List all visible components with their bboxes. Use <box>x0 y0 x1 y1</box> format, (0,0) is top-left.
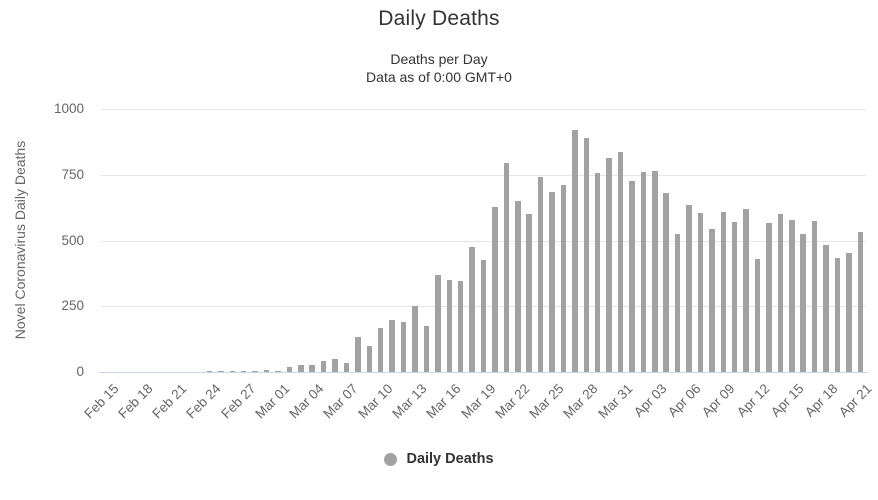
bar-apr-11[interactable] <box>743 209 749 372</box>
bar-apr-16[interactable] <box>800 233 806 372</box>
bar-apr-03[interactable] <box>652 170 658 372</box>
y-tick-label-1000: 1000 <box>53 101 84 116</box>
bar-mar-11[interactable] <box>389 320 395 372</box>
bar-mar-29[interactable] <box>594 173 601 372</box>
legend-item-daily-deaths[interactable]: Daily Deaths <box>0 451 878 467</box>
bar-apr-19[interactable] <box>834 258 841 372</box>
bar-apr-09[interactable] <box>720 211 727 372</box>
bar-feb-28[interactable] <box>252 370 258 372</box>
bar-mar-28[interactable] <box>583 138 589 372</box>
bar-mar-05[interactable] <box>320 361 327 372</box>
bar-apr-08[interactable] <box>709 229 715 372</box>
bar-mar-01[interactable] <box>275 370 281 372</box>
bar-apr-06[interactable] <box>686 204 692 372</box>
bar-apr-14[interactable] <box>777 213 784 372</box>
bar-apr-01[interactable] <box>629 180 635 372</box>
legend-marker-icon <box>384 452 398 466</box>
bar-mar-04[interactable] <box>309 364 315 372</box>
bar-mar-13[interactable] <box>412 306 418 372</box>
bar-mar-19[interactable] <box>480 259 487 372</box>
bar-apr-04[interactable] <box>663 192 669 372</box>
y-tick-label-0: 0 <box>76 364 84 379</box>
gridline-750 <box>101 174 866 176</box>
bar-mar-23[interactable] <box>526 213 532 372</box>
bar-feb-27[interactable] <box>240 370 247 372</box>
bar-mar-20[interactable] <box>492 207 498 372</box>
bar-feb-26[interactable] <box>229 371 236 372</box>
bar-mar-09[interactable] <box>366 346 373 372</box>
bar-mar-16[interactable] <box>446 280 452 372</box>
bar-mar-17[interactable] <box>457 281 464 372</box>
bar-mar-15[interactable] <box>435 275 441 372</box>
bar-mar-31[interactable] <box>617 151 624 372</box>
bar-mar-27[interactable] <box>572 130 578 372</box>
bar-mar-08[interactable] <box>355 337 361 372</box>
bar-mar-18[interactable] <box>469 247 475 372</box>
bar-mar-14[interactable] <box>423 325 430 372</box>
chart-subtitle: Deaths per Day Data as of 0:00 GMT+0 <box>0 50 878 86</box>
y-tick-label-500: 500 <box>61 232 84 248</box>
bar-mar-12[interactable] <box>400 322 407 372</box>
bar-mar-03[interactable] <box>298 364 304 372</box>
bar-mar-22[interactable] <box>515 200 521 372</box>
bar-mar-24[interactable] <box>537 176 544 372</box>
bar-mar-30[interactable] <box>606 158 612 372</box>
bar-apr-18[interactable] <box>823 245 829 372</box>
y-tick-label-250: 250 <box>61 298 84 314</box>
bar-apr-07[interactable] <box>697 213 704 372</box>
chart-title: Daily Deaths <box>378 7 500 30</box>
bar-apr-15[interactable] <box>789 219 795 372</box>
x-axis-line <box>99 372 868 373</box>
bar-mar-06[interactable] <box>332 359 338 372</box>
gridline-500 <box>101 240 866 242</box>
bar-mar-25[interactable] <box>549 192 555 372</box>
gridline-1000 <box>101 109 866 110</box>
chart-subtitle-line2: Data as of 0:00 GMT+0 <box>366 69 512 85</box>
bar-mar-21[interactable] <box>503 163 510 372</box>
bar-apr-21[interactable] <box>857 231 864 372</box>
y-tick-label-750: 750 <box>61 166 84 182</box>
bar-feb-25[interactable] <box>218 371 224 372</box>
bar-mar-26[interactable] <box>560 184 567 372</box>
chart-subtitle-line1: Deaths per Day <box>390 51 488 67</box>
bar-feb-29[interactable] <box>263 369 270 372</box>
bar-mar-07[interactable] <box>343 362 350 372</box>
bar-apr-02[interactable] <box>640 172 647 372</box>
bar-feb-24[interactable] <box>206 370 213 372</box>
bar-apr-17[interactable] <box>811 220 818 372</box>
bar-apr-20[interactable] <box>846 252 852 372</box>
bar-apr-13[interactable] <box>766 223 772 372</box>
bar-mar-02[interactable] <box>286 367 293 372</box>
bar-mar-10[interactable] <box>377 327 384 372</box>
bar-apr-12[interactable] <box>754 258 761 372</box>
bar-apr-05[interactable] <box>674 233 681 372</box>
legend-label: Daily Deaths <box>406 451 494 467</box>
bar-apr-10[interactable] <box>731 222 738 372</box>
